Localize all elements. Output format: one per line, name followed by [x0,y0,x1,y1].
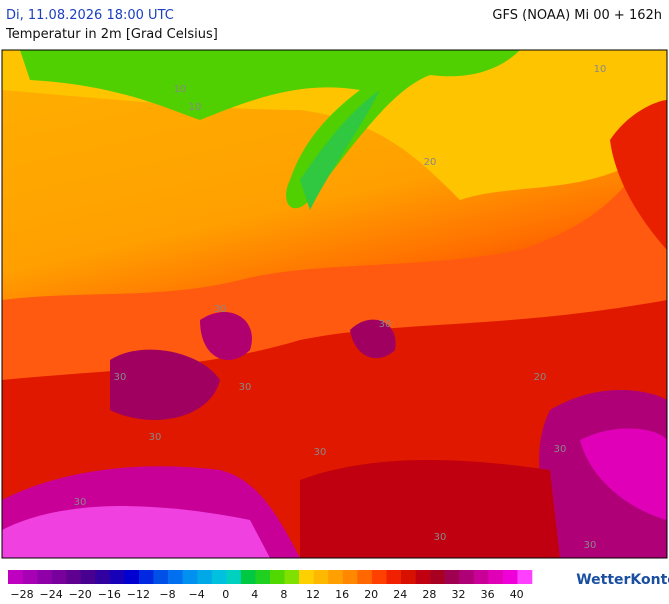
contour-label: 10 [594,64,607,75]
contour-label: 10 [174,84,187,95]
contour-label: 30 [214,304,227,315]
map [2,50,667,558]
colorbar-swatch [226,570,242,584]
subtitle: Temperatur in 2m [Grad Celsius] [5,27,218,42]
colorbar-swatch [80,570,96,584]
colorbar-swatch [517,570,533,584]
contour-label: 30 [584,540,597,551]
contour-label: 30 [314,447,327,458]
colorbar-label: −4 [188,588,204,600]
colorbar-swatch [313,570,329,584]
contour-label: 30 [554,444,567,455]
colorbar-swatch [284,570,300,584]
colorbar-swatch [488,570,504,584]
colorbar-swatch [211,570,227,584]
model-info: GFS (NOAA) Mi 00 + 162h [492,8,662,23]
colorbar-swatch [444,570,460,584]
colorbar-swatch [342,570,358,584]
map-frame [1,49,668,559]
colorbar-swatch [270,570,285,584]
brand: WetterKontor [576,572,669,588]
contour-label: 10 [189,102,202,113]
contour-label: 30 [239,382,252,393]
colorbar-swatch [299,570,314,584]
colorbar-swatch [401,570,416,584]
colorbar-swatch [182,570,198,584]
colorbar-swatch [255,570,271,584]
contour-label: 30 [149,432,162,443]
colorbar-swatch [430,570,445,584]
colorbar-label: 40 [510,588,524,600]
colorbar-label: 20 [364,588,378,600]
colorbar-swatch [502,570,518,584]
colorbar-swatch [109,570,125,584]
contour-label: 20 [534,372,547,383]
colorbar-label: −16 [98,588,121,600]
colorbar-label: 4 [251,588,258,600]
colorbar-swatch [168,570,183,584]
colorbar-label: 28 [422,588,436,600]
colorbar-label: 0 [222,588,229,600]
colorbar-swatch [240,570,256,584]
datetime: Di, 11.08.2026 18:00 UTC [6,8,174,23]
colorbar-label: −24 [39,588,62,600]
colorbar-label: 24 [393,588,407,600]
colorbar-swatch [8,570,23,584]
colorbar-swatch [37,570,52,584]
colorbar-swatch [139,570,154,584]
colorbar-swatch [459,570,475,584]
colorbar-label: −28 [10,588,33,600]
colorbar-label: −20 [69,588,92,600]
colorbar-label: 12 [306,588,320,600]
colorbar-swatch [124,570,140,584]
colorbar-swatch [95,570,111,584]
colorbar-swatch [197,570,213,584]
colorbar-label: 36 [481,588,495,600]
contour-label: 30 [114,372,127,383]
colorbar-swatch [371,570,387,584]
colorbar-label: 32 [452,588,466,600]
colorbar-label: 8 [280,588,287,600]
colorbar-label: 16 [335,588,349,600]
contour-label: 20 [424,157,437,168]
colorbar-label: −12 [127,588,150,600]
colorbar-swatch [51,570,67,584]
colorbar-swatch [357,570,373,584]
colorbar-swatch [386,570,402,584]
colorbar-swatch [328,570,344,584]
colorbar-swatch [415,570,431,584]
colorbar-swatch [473,570,489,584]
contour-label: 30 [434,532,447,543]
colorbar-swatch [22,570,38,584]
colorbar-swatch [153,570,169,584]
colorbar-swatch [66,570,82,584]
contour-label: 30 [379,319,392,330]
contour-label: 30 [74,497,87,508]
colorbar-label: −8 [159,588,175,600]
